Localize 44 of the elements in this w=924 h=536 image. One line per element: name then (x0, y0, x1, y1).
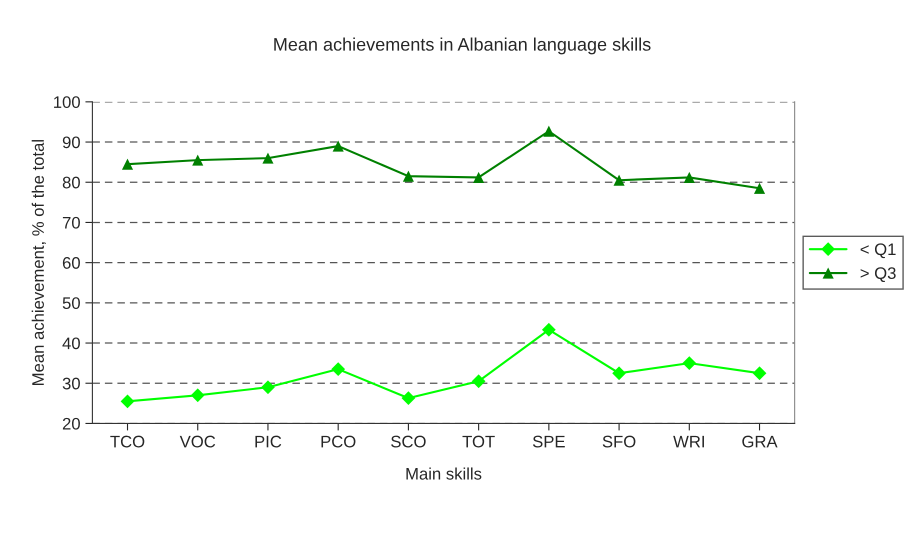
x-tick-label: WRI (673, 436, 704, 448)
y-tick-label: 30 (62, 378, 80, 390)
point (261, 380, 275, 394)
legend-label: < Q1 (860, 243, 896, 258)
point (262, 152, 274, 164)
point (122, 158, 134, 170)
x-tick-label: VOC (180, 436, 216, 448)
point (331, 362, 346, 376)
y-tick-label: 20 (62, 418, 80, 430)
point (612, 366, 626, 380)
point (472, 374, 486, 388)
x-tick-label: SFO (602, 436, 636, 448)
legend-label: > Q3 (860, 267, 896, 282)
point (473, 172, 484, 183)
x-tick-label: SPE (532, 436, 565, 448)
x-tick-label: PCO (321, 436, 356, 448)
point (402, 391, 416, 405)
x-tick-label: GRA (742, 436, 778, 448)
x-tick-label: SCO (391, 436, 426, 448)
y-tick-label: 40 (62, 337, 80, 350)
x-tick-label: TCO (110, 436, 144, 448)
y-tick-label: 60 (62, 257, 80, 269)
point (754, 182, 766, 194)
x-axis-title: Main skills (406, 467, 482, 480)
x-tick-label: TOT (462, 436, 495, 448)
chart-title: Mean achievements in Albanian language skills (274, 38, 651, 54)
point (402, 170, 414, 182)
y-tick-label: 90 (62, 136, 80, 148)
point (543, 126, 554, 137)
y-tick-label: 80 (62, 176, 80, 188)
point (192, 154, 204, 166)
x-tick-label: PIC (255, 436, 282, 448)
point (684, 172, 695, 183)
y-tick-label: 100 (54, 96, 80, 108)
point (332, 140, 344, 152)
point (120, 394, 134, 408)
y-axis-title: Mean achievement, % of the total (32, 140, 46, 385)
point (614, 174, 625, 186)
point (682, 356, 696, 370)
point (752, 366, 766, 380)
y-tick-label: 70 (62, 216, 80, 229)
y-tick-label: 50 (62, 297, 80, 310)
point (190, 388, 205, 402)
point (542, 322, 556, 337)
